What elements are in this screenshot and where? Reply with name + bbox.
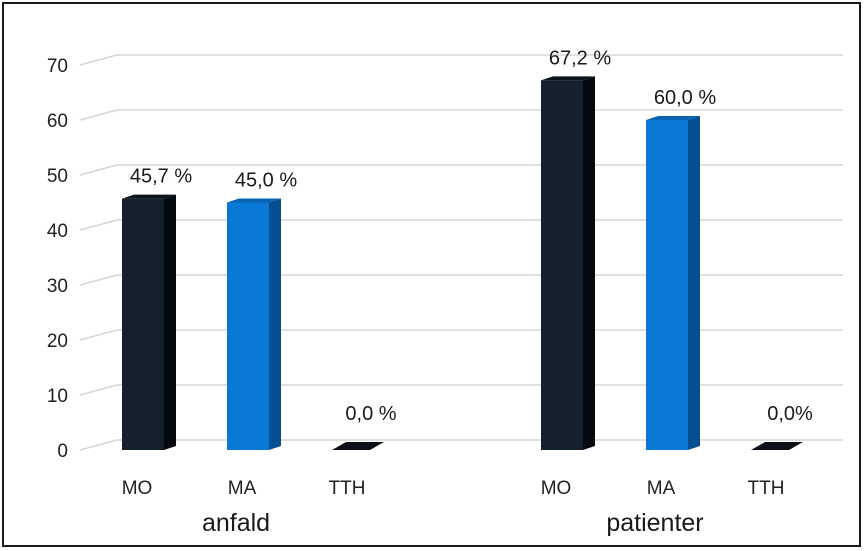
bar-top bbox=[122, 194, 176, 199]
group-label: patienter bbox=[606, 509, 703, 537]
y-tick-label: 0 bbox=[57, 441, 68, 462]
y-tick-label: 20 bbox=[47, 331, 68, 352]
bar-top bbox=[646, 116, 700, 120]
data-label: 67,2 % bbox=[549, 47, 611, 69]
gridline-depth bbox=[79, 384, 118, 396]
bar-side bbox=[688, 116, 700, 450]
gridline-depth bbox=[79, 439, 118, 451]
group-label: anfald bbox=[202, 509, 270, 537]
data-label: 0,0 % bbox=[345, 403, 396, 425]
bar-patienter-MO bbox=[541, 80, 583, 451]
data-label: 0,0% bbox=[767, 403, 813, 425]
data-label: 45,0 % bbox=[235, 170, 297, 192]
x-tick-label: MO bbox=[541, 478, 572, 499]
bar-top bbox=[227, 198, 281, 203]
bar-patienter-MA bbox=[646, 120, 688, 450]
gridline-depth bbox=[79, 219, 118, 231]
y-tick-label: 10 bbox=[47, 386, 68, 407]
data-label: 60,0 % bbox=[654, 87, 716, 109]
bar-side bbox=[269, 198, 281, 450]
bar-top bbox=[541, 76, 595, 81]
x-tick-label: MA bbox=[228, 478, 257, 499]
y-tick-label: 60 bbox=[47, 111, 68, 132]
y-tick-label: 50 bbox=[47, 166, 68, 187]
x-tick-label: TTH bbox=[748, 478, 785, 499]
data-label: 45,7 % bbox=[130, 166, 192, 188]
x-tick-label: MO bbox=[122, 478, 153, 499]
gridline-depth bbox=[79, 54, 118, 66]
gridline-depth bbox=[79, 164, 118, 176]
gridline-depth bbox=[79, 329, 118, 341]
x-tick-label: MA bbox=[647, 478, 676, 499]
bar-anfald-MA bbox=[227, 202, 269, 450]
bar-side bbox=[164, 194, 176, 450]
x-tick-label: TTH bbox=[329, 478, 366, 499]
gridline-depth bbox=[79, 274, 118, 286]
bar-patienter-TTH bbox=[751, 442, 803, 450]
y-tick-label: 70 bbox=[47, 56, 68, 77]
bar-side bbox=[583, 76, 595, 451]
y-tick-label: 40 bbox=[47, 221, 68, 242]
y-tick-label: 30 bbox=[47, 276, 68, 297]
gridline-depth bbox=[79, 109, 118, 121]
bar-anfald-MO bbox=[122, 198, 164, 450]
bar-anfald-TTH bbox=[332, 442, 384, 450]
